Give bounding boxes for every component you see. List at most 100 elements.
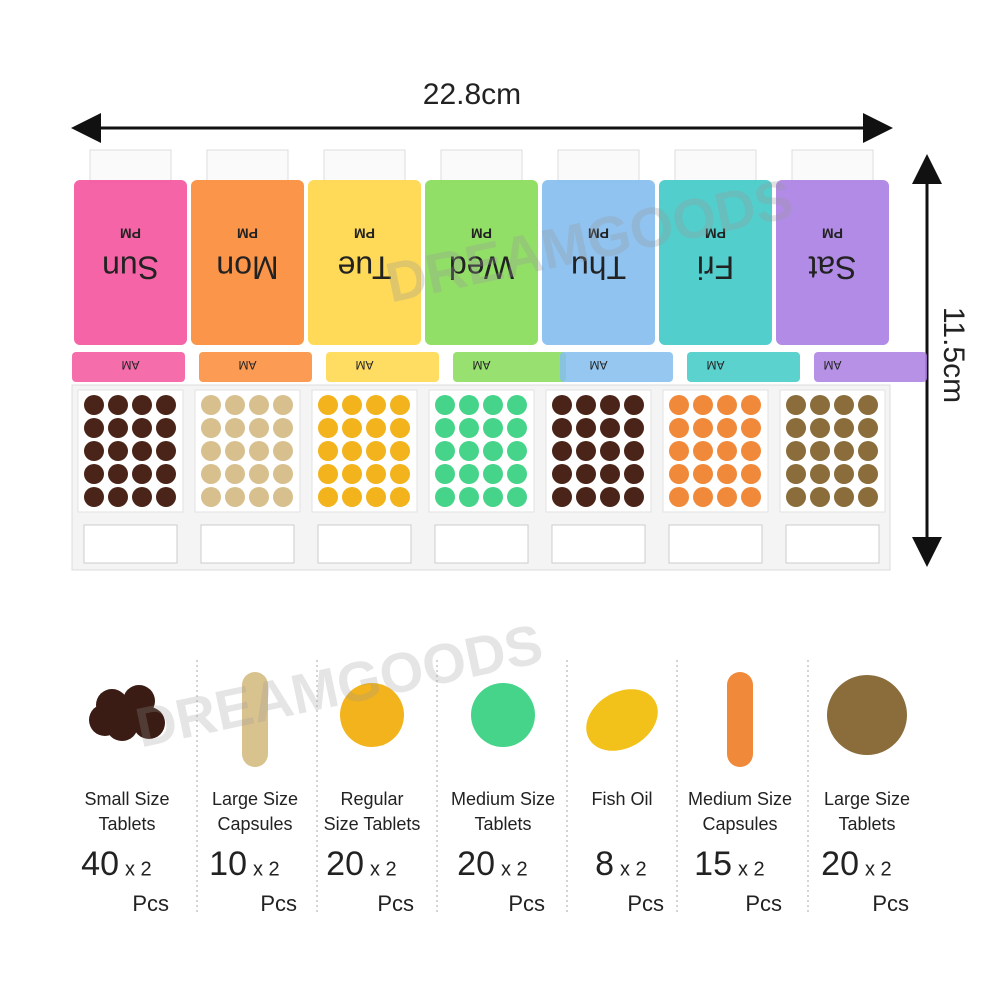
pill	[717, 395, 737, 415]
pill	[342, 487, 362, 507]
am-label: AM	[823, 358, 841, 372]
pill	[507, 418, 527, 438]
pill	[786, 464, 806, 484]
lid	[308, 180, 421, 345]
item-count: 15	[694, 845, 732, 883]
pill	[576, 487, 596, 507]
pill	[84, 418, 104, 438]
lid	[776, 180, 889, 345]
pill	[459, 395, 479, 415]
pill	[576, 418, 596, 438]
top-tab	[89, 149, 172, 183]
item-name: Medium Size	[451, 789, 555, 809]
pill	[84, 464, 104, 484]
pill	[600, 464, 620, 484]
pill	[693, 441, 713, 461]
top-tab	[791, 149, 874, 183]
width-label: 22.8cm	[423, 78, 521, 111]
pill	[108, 395, 128, 415]
item-count: 20	[457, 845, 495, 883]
item-unit: Pcs	[260, 891, 297, 916]
item-unit: Pcs	[872, 891, 909, 916]
item-name: Large Size	[212, 789, 298, 809]
item-name: Large Size	[824, 789, 910, 809]
pill	[342, 418, 362, 438]
pill	[741, 441, 761, 461]
pill	[273, 441, 293, 461]
pill	[108, 464, 128, 484]
pill	[318, 487, 338, 507]
pill	[366, 441, 386, 461]
pill	[552, 441, 572, 461]
flap	[560, 352, 673, 382]
pill	[459, 464, 479, 484]
pill	[132, 395, 152, 415]
pill	[693, 395, 713, 415]
pill	[834, 487, 854, 507]
bottom-tab	[668, 524, 763, 564]
am-label: AM	[472, 358, 490, 372]
pill	[693, 464, 713, 484]
am-label: AM	[238, 358, 256, 372]
am-label: AM	[589, 358, 607, 372]
day-label: Sun	[102, 250, 159, 286]
pill	[225, 395, 245, 415]
pm-label: PM	[705, 225, 726, 241]
bottom-tab	[434, 524, 529, 564]
pill	[552, 464, 572, 484]
pill	[741, 418, 761, 438]
pill	[600, 395, 620, 415]
pill	[459, 418, 479, 438]
pill	[834, 441, 854, 461]
pill	[693, 418, 713, 438]
flap	[814, 352, 927, 382]
pill	[810, 487, 830, 507]
pill	[810, 441, 830, 461]
pm-label: PM	[120, 225, 141, 241]
pill	[624, 487, 644, 507]
pill	[552, 487, 572, 507]
pill	[741, 464, 761, 484]
lid	[659, 180, 772, 345]
lid	[191, 180, 304, 345]
item-count: 20	[326, 845, 364, 883]
flap	[453, 352, 566, 382]
bottom-tab	[83, 524, 178, 564]
icon	[340, 683, 404, 747]
day-label: Sat	[808, 250, 856, 286]
pill	[507, 395, 527, 415]
item-multiplier: x 2	[620, 858, 647, 880]
pill	[201, 464, 221, 484]
pill	[858, 487, 878, 507]
pill	[507, 464, 527, 484]
pill	[390, 487, 410, 507]
am-label: AM	[121, 358, 139, 372]
pill	[366, 487, 386, 507]
item-name: Size Tablets	[324, 814, 421, 834]
pill	[156, 395, 176, 415]
pill	[132, 418, 152, 438]
item-count: 20	[821, 845, 859, 883]
pill	[249, 395, 269, 415]
item-name: Medium Size	[688, 789, 792, 809]
top-tab	[323, 149, 406, 183]
day-label: Mon	[216, 250, 278, 286]
pill	[483, 464, 503, 484]
pill	[483, 418, 503, 438]
item-name: Capsules	[217, 814, 292, 834]
pill	[483, 441, 503, 461]
pill	[249, 487, 269, 507]
pill	[273, 418, 293, 438]
pill	[342, 464, 362, 484]
pill	[390, 464, 410, 484]
pill	[624, 395, 644, 415]
pill	[858, 418, 878, 438]
pill	[669, 441, 689, 461]
pill	[132, 441, 152, 461]
item-name: Tablets	[474, 814, 531, 834]
pill	[669, 464, 689, 484]
pill	[390, 441, 410, 461]
pill	[435, 441, 455, 461]
pill	[390, 418, 410, 438]
pill	[84, 487, 104, 507]
